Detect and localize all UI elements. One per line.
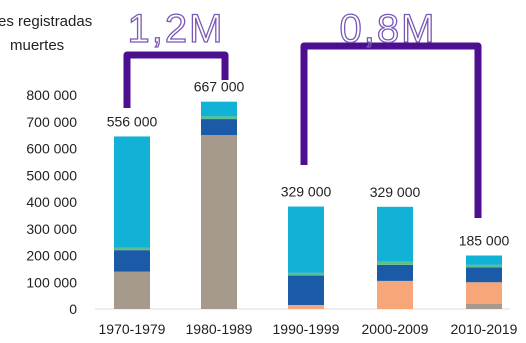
data-label: 556 000 bbox=[107, 113, 158, 129]
y-tick-label: 600 000 bbox=[26, 141, 77, 157]
bar-segment bbox=[201, 101, 237, 117]
y-tick-label: 700 000 bbox=[26, 114, 77, 130]
category-label: 1980-1989 bbox=[186, 321, 253, 337]
y-tick-label: 300 000 bbox=[26, 221, 77, 237]
bar-segment bbox=[466, 264, 502, 268]
bar-segment bbox=[114, 136, 150, 248]
bar-segment bbox=[288, 272, 324, 276]
bar-segment bbox=[466, 303, 502, 309]
data-label: 329 000 bbox=[370, 184, 421, 200]
y-tick-label: 500 000 bbox=[26, 167, 77, 183]
bar-segment bbox=[288, 304, 324, 309]
y-axis-label-line-1: es registradas bbox=[0, 13, 92, 30]
annotation-bracket bbox=[300, 42, 482, 218]
annotation-label: 0,8M bbox=[340, 7, 437, 51]
annotation-label: 1,2M bbox=[128, 7, 225, 51]
y-tick-label: 400 000 bbox=[26, 194, 77, 210]
y-tick-label: 800 000 bbox=[26, 87, 77, 103]
bar-segment bbox=[466, 282, 502, 304]
y-tick-label: 200 000 bbox=[26, 248, 77, 264]
bar-segment bbox=[114, 247, 150, 251]
bar-segment bbox=[377, 280, 413, 309]
category-label: 1970-1979 bbox=[99, 321, 166, 337]
bar-segment bbox=[377, 264, 413, 281]
annotation-bracket bbox=[123, 51, 229, 108]
bar-segment bbox=[114, 250, 150, 272]
bar-segment bbox=[377, 206, 413, 262]
category-labels: 1970-1979 1980-1989 1990-1999 2000-2009 2010… bbox=[99, 321, 518, 337]
bar-segment bbox=[201, 116, 237, 120]
data-label: 329 000 bbox=[281, 184, 332, 200]
bar-segment bbox=[466, 267, 502, 283]
data-label: 185 000 bbox=[459, 233, 510, 249]
y-tick-label: 0 bbox=[69, 301, 77, 317]
bar-segment bbox=[201, 119, 237, 136]
category-label: 2010-2019 bbox=[451, 321, 518, 337]
data-label: 667 000 bbox=[194, 79, 245, 95]
y-tick-label: 100 000 bbox=[26, 274, 77, 290]
bar-segment bbox=[114, 271, 150, 309]
bar-segment bbox=[201, 135, 237, 309]
category-label: 2000-2009 bbox=[362, 321, 429, 337]
bar-segment bbox=[377, 261, 413, 265]
y-ticks: 0 100 000 200 000 300 000 400 000 500 000 600 … bbox=[26, 87, 77, 317]
bar-segment bbox=[288, 275, 324, 305]
bar-segment bbox=[466, 255, 502, 265]
annotations: 1,2M 0,8M bbox=[123, 6, 482, 218]
bar-segment bbox=[288, 206, 324, 273]
y-axis-label-line-2: muertes bbox=[10, 37, 64, 54]
bars bbox=[114, 101, 502, 309]
data-labels: 556 000 667 000 329 000 329 000 185 000 bbox=[107, 79, 510, 249]
category-label: 1990-1999 bbox=[273, 321, 340, 337]
